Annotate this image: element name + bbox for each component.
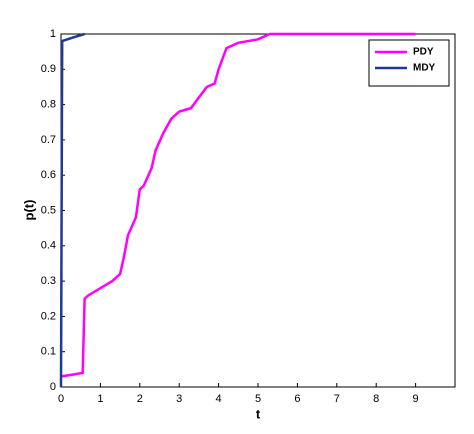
x-axis-title: t <box>256 406 261 421</box>
x-tick-label: 7 <box>334 393 340 405</box>
y-tick-label: 1 <box>50 28 56 40</box>
y-tick-label: 0.1 <box>41 346 56 358</box>
x-tick-label: 1 <box>97 393 103 405</box>
legend-label: MDY <box>413 63 436 74</box>
y-tick-label: 0 <box>50 381 56 393</box>
y-tick-label: 0.4 <box>41 240 56 252</box>
y-axis-title: p(t) <box>21 200 36 221</box>
x-tick-label: 3 <box>176 393 182 405</box>
data-line <box>60 32 416 378</box>
y-tick-label: 0.6 <box>41 169 56 181</box>
data-line <box>59 32 85 388</box>
x-tick-label: 0 <box>58 393 64 405</box>
x-tick-label: 4 <box>216 393 222 405</box>
legend-box <box>368 39 450 87</box>
y-tick-label: 0.5 <box>41 204 56 216</box>
plot-frame <box>60 33 456 388</box>
y-tick-label: 0.7 <box>41 134 56 146</box>
y-tick-label: 0.8 <box>41 99 56 111</box>
y-tick-label: 0.9 <box>41 63 56 75</box>
x-tick-label: 5 <box>255 393 261 405</box>
x-tick-label: 6 <box>294 393 300 405</box>
x-tick-label: 9 <box>413 393 419 405</box>
x-tick-label: 2 <box>137 393 143 405</box>
legend-label: PDY <box>413 47 434 58</box>
y-tick-label: 0.2 <box>41 310 56 322</box>
x-tick-label: 8 <box>373 393 379 405</box>
y-tick-label: 0.3 <box>41 275 56 287</box>
